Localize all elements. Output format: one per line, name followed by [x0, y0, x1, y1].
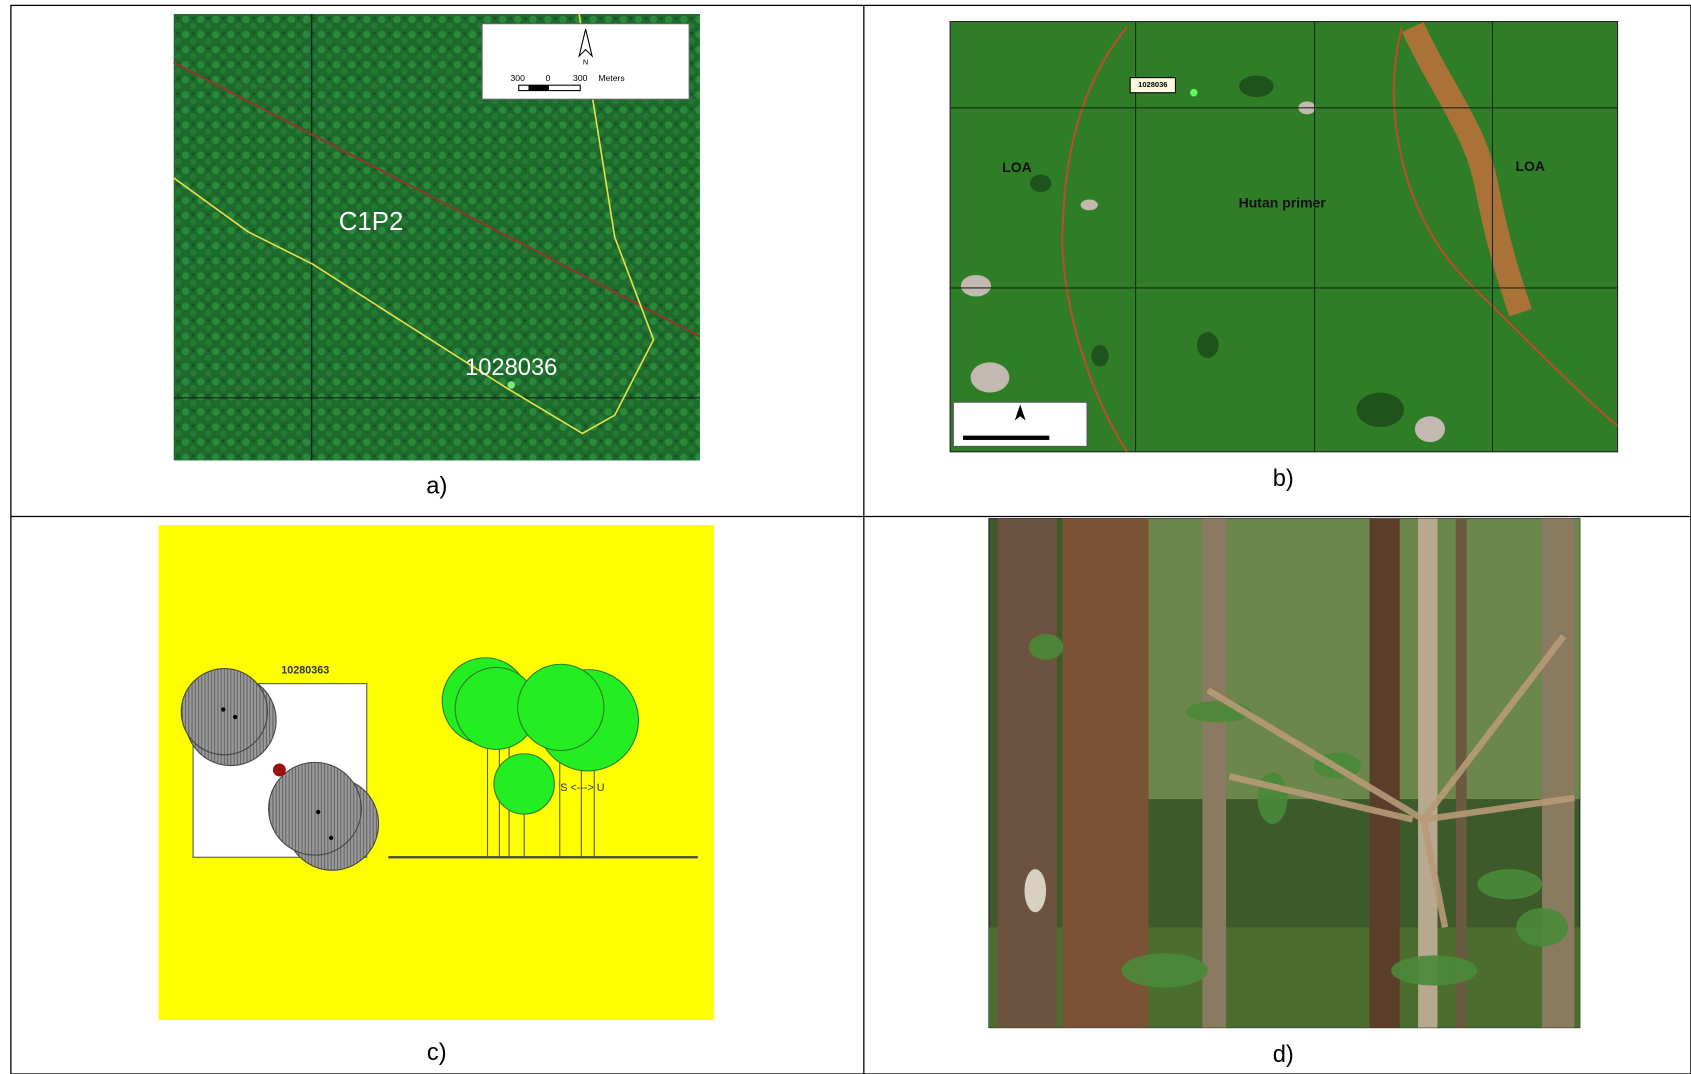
caption: c) [427, 1040, 447, 1066]
cleared-area [1401, 21, 1532, 317]
caption: a) [426, 474, 447, 500]
plot-point [1190, 88, 1198, 97]
tree-crowns [441, 657, 640, 815]
caption: d) [1273, 1042, 1294, 1068]
crown-projections [180, 668, 380, 871]
panel-a: N 300 0 300 Meters C1P2 1028036 a) [173, 13, 701, 500]
area-label: C1P2 [339, 208, 404, 236]
plot-center [272, 763, 286, 777]
panel-b: 1028036 LOA LOA Hutan primer b) [949, 21, 1619, 492]
scale-label: 300 [511, 73, 526, 83]
point-label: 1028036 [1138, 80, 1167, 89]
boundary-line [173, 61, 701, 338]
scale-label: Meters [598, 73, 624, 83]
axis-label: S <---> U [560, 782, 604, 794]
scale-bar [528, 85, 549, 91]
scale-label: 0 [545, 73, 550, 83]
area-label: LOA [1515, 158, 1545, 174]
area-label: LOA [1002, 159, 1032, 175]
north-label: N [583, 58, 588, 67]
area-label: Hutan primer [1239, 195, 1327, 211]
scale-label: 300 [573, 73, 588, 83]
label-box [1129, 77, 1177, 94]
panel-d: d) [988, 518, 1581, 1068]
scale-bar [518, 84, 581, 92]
plot-point [507, 381, 515, 389]
panel-c: 10280363 S <---> U c) [158, 525, 714, 1066]
area-outline [173, 13, 655, 435]
north-arrow [1014, 404, 1026, 421]
scale-bar [963, 435, 1050, 440]
boundary-line [1061, 26, 1128, 453]
satellite-image [949, 21, 1619, 453]
caption: b) [1273, 466, 1294, 492]
north-arrow [578, 28, 594, 58]
plot-label: 10280363 [281, 665, 329, 677]
boundary-line [1392, 26, 1619, 427]
point-label: 1028036 [465, 355, 557, 381]
